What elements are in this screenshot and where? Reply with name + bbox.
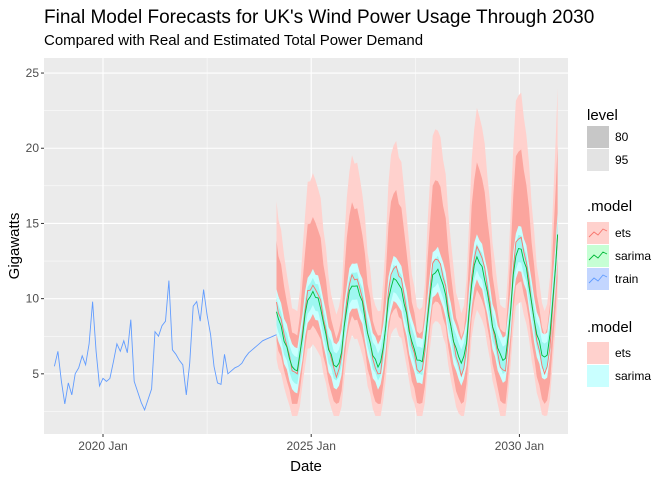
y-tick-label: 5 <box>32 367 39 381</box>
chart-subtitle: Compared with Real and Estimated Total P… <box>44 32 423 49</box>
x-axis-title: Date <box>290 458 322 475</box>
legend-item-label: ets <box>615 226 631 240</box>
legend-key-model-interval <box>587 365 609 387</box>
y-tick-label: 25 <box>26 66 40 80</box>
legend-item-label: ets <box>615 346 631 360</box>
series-lines <box>53 234 559 412</box>
legend-title: level <box>587 107 618 124</box>
x-axis: 2020 Jan 2025 Jan 2030 Jan <box>78 434 544 453</box>
legend-key-level <box>587 126 609 148</box>
x-tick-label: 2030 Jan <box>495 439 544 453</box>
legend-item-label: 95 <box>615 153 629 167</box>
series-line-train <box>53 280 277 412</box>
legend-title: .model <box>587 198 632 215</box>
legend-item-label: sarima <box>615 249 651 263</box>
chart-title: Final Model Forecasts for UK's Wind Powe… <box>44 7 594 28</box>
y-axis: 5 10 15 20 25 <box>26 66 44 381</box>
legend-key-model-interval <box>587 342 609 364</box>
legend-item-label: sarima <box>615 369 651 383</box>
y-tick-label: 15 <box>26 216 40 230</box>
legend-item-label: train <box>615 272 638 286</box>
legend-key-model <box>587 268 609 290</box>
legend-key-line <box>588 228 608 238</box>
y-tick-label: 20 <box>26 141 40 155</box>
legend: level 80 95 .model ets sarima train .model ets sa… <box>587 107 651 387</box>
legend-key-model <box>587 245 609 267</box>
legend-item-label: 80 <box>615 130 629 144</box>
y-axis-title: Gigawatts <box>6 213 23 280</box>
legend-key-model <box>587 222 609 244</box>
interval-bands <box>276 88 558 416</box>
series-line-sarima <box>276 234 559 372</box>
y-tick-label: 10 <box>26 292 40 306</box>
x-tick-label: 2020 Jan <box>78 439 127 453</box>
x-tick-label: 2025 Jan <box>287 439 336 453</box>
sarima-interval-80 <box>276 220 558 385</box>
legend-key-line <box>588 251 608 261</box>
legend-title: .model <box>587 319 632 336</box>
legend-key-line <box>588 274 608 284</box>
legend-key-level <box>587 149 609 171</box>
